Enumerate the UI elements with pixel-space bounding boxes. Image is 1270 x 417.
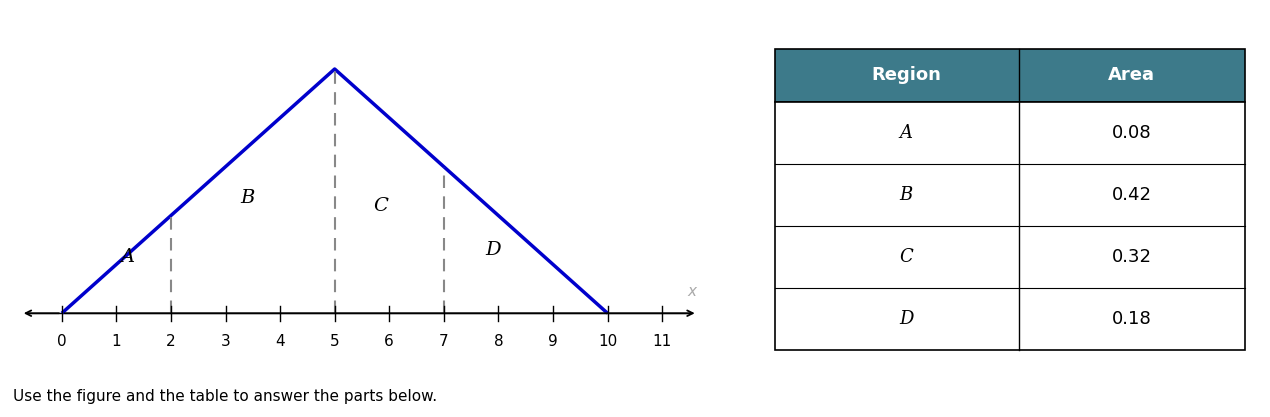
Text: 0: 0: [57, 334, 66, 349]
Text: 1: 1: [112, 334, 121, 349]
Text: 5: 5: [330, 334, 339, 349]
Text: 11: 11: [653, 334, 672, 349]
Text: 6: 6: [385, 334, 394, 349]
Text: 2: 2: [166, 334, 175, 349]
Text: 0.18: 0.18: [1113, 310, 1152, 328]
Text: Region: Region: [871, 66, 941, 84]
Text: 4: 4: [276, 334, 284, 349]
Text: Area: Area: [1109, 66, 1156, 84]
Text: 9: 9: [549, 334, 558, 349]
Text: 7: 7: [439, 334, 448, 349]
Text: B: B: [899, 186, 913, 203]
Text: 0.08: 0.08: [1113, 123, 1152, 141]
Text: A: A: [899, 123, 913, 141]
Text: 0.42: 0.42: [1111, 186, 1152, 203]
Text: C: C: [373, 197, 389, 215]
Text: D: D: [899, 310, 913, 328]
Text: A: A: [121, 248, 135, 266]
Text: 3: 3: [221, 334, 230, 349]
Text: x: x: [687, 284, 697, 299]
Bar: [775, 48, 1245, 102]
Text: B: B: [240, 189, 254, 207]
Text: Use the figure and the table to answer the parts below.: Use the figure and the table to answer t…: [13, 389, 437, 404]
Text: C: C: [899, 248, 913, 266]
Text: D: D: [485, 241, 500, 259]
Text: 10: 10: [598, 334, 617, 349]
Text: 0.32: 0.32: [1111, 248, 1152, 266]
Text: 8: 8: [494, 334, 503, 349]
Bar: [775, 102, 1245, 350]
